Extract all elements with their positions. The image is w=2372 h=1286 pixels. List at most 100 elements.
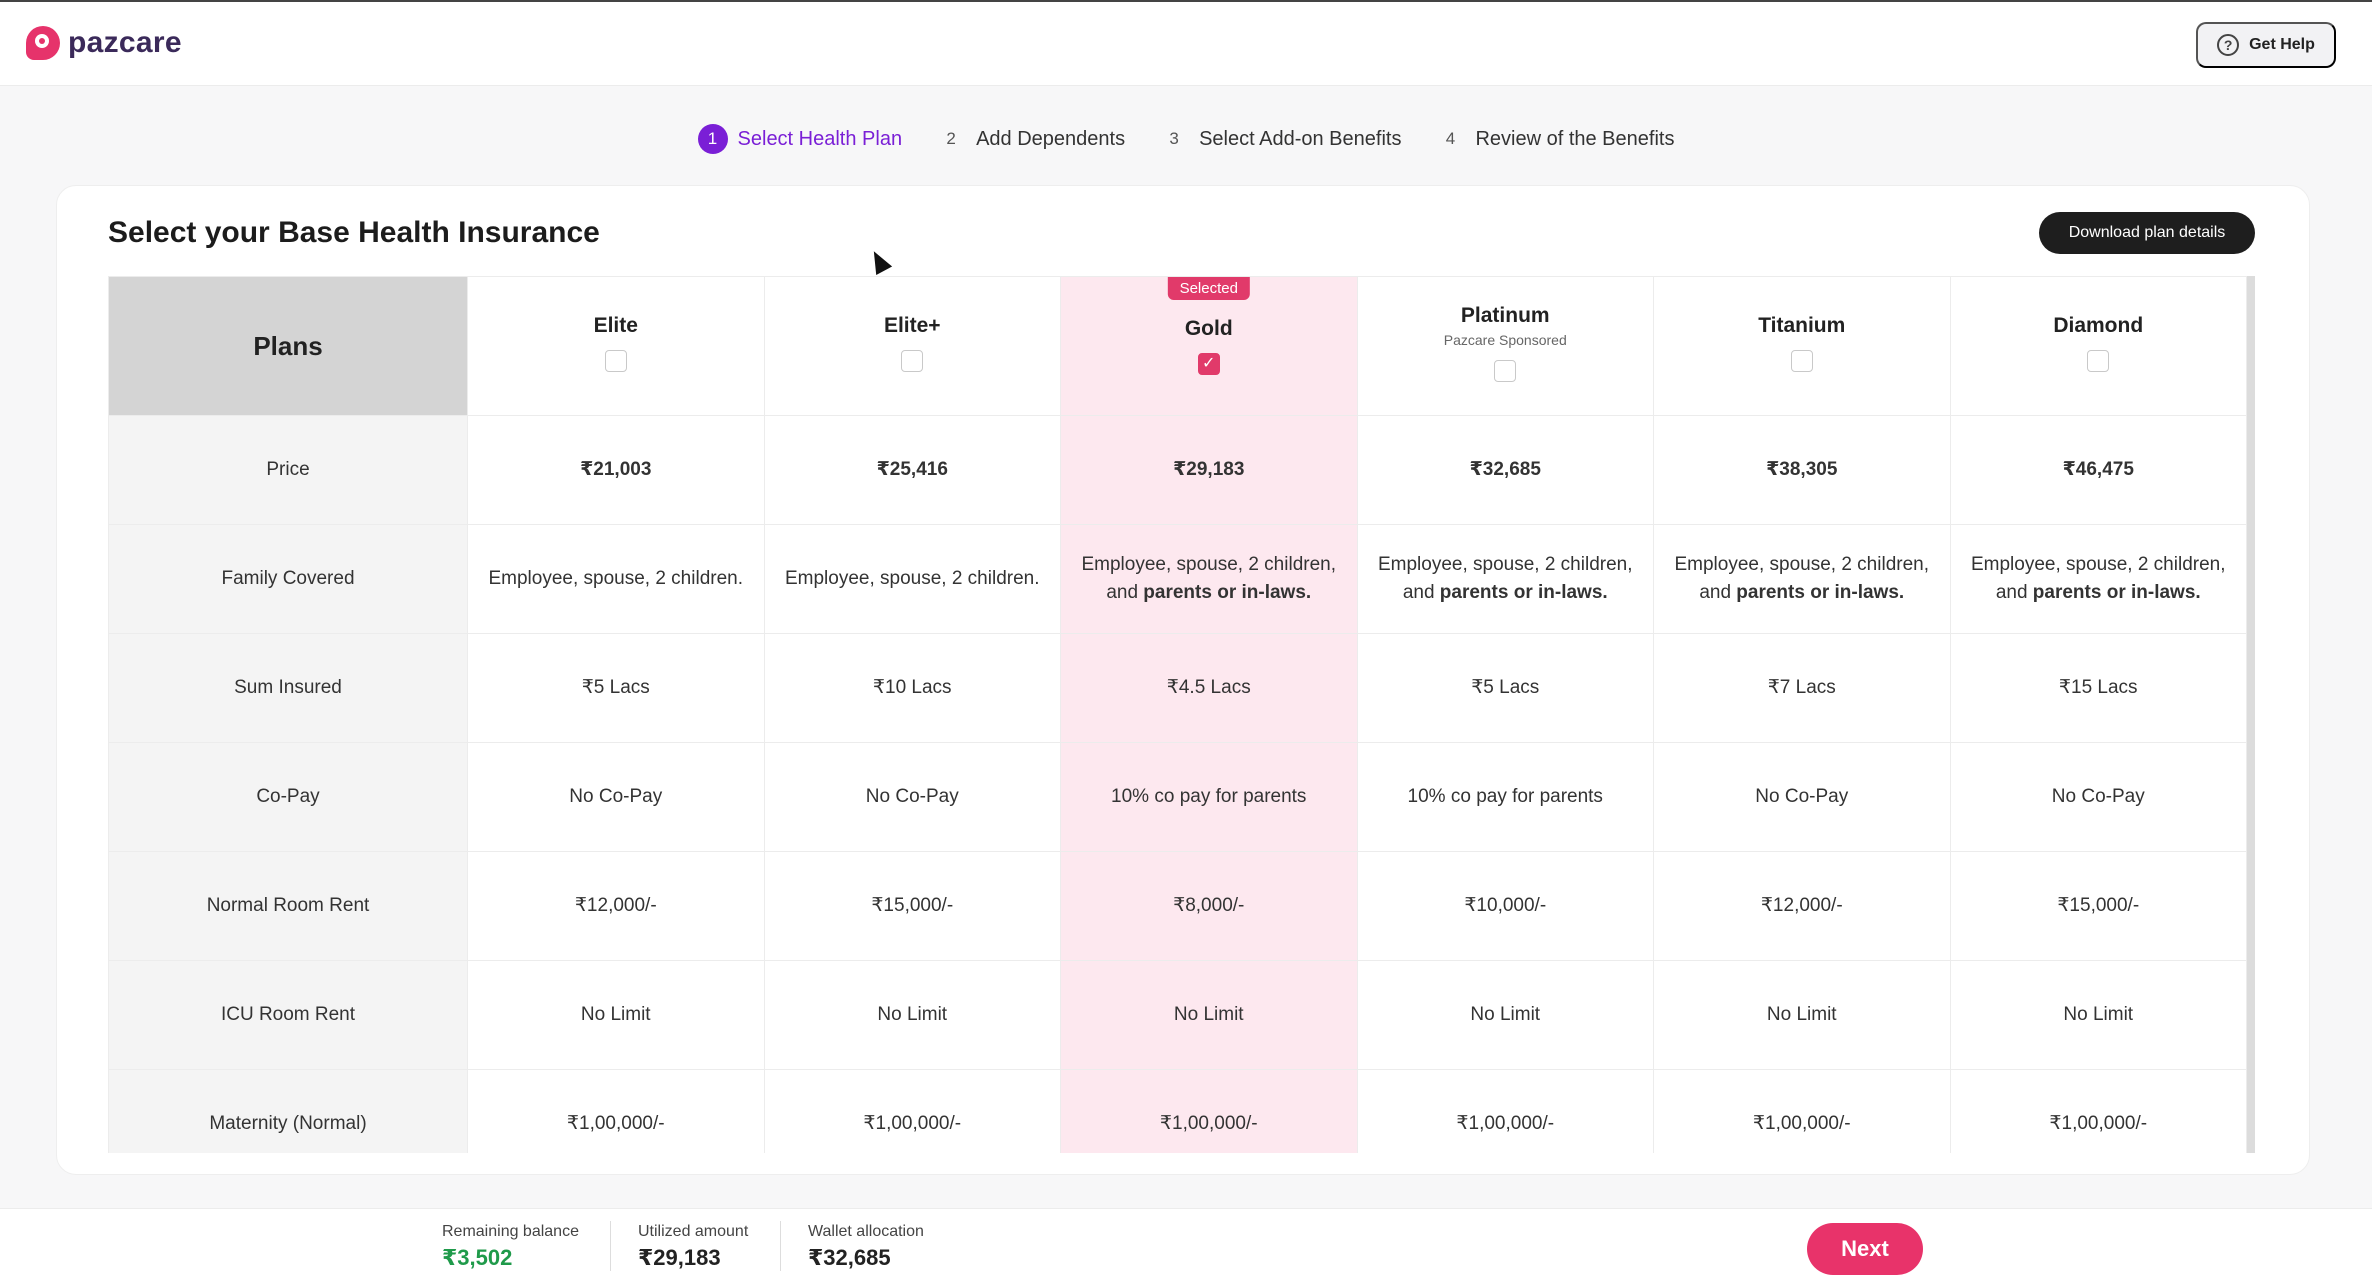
get-help-button[interactable]: ? Get Help bbox=[2196, 22, 2336, 68]
plan-comparison-table: Plans Elite Elite+ Selected Gold ✓ bbox=[108, 276, 2247, 1153]
family-bold-text: parents or in-laws. bbox=[2032, 582, 2201, 603]
table-header-row: Plans Elite Elite+ Selected Gold ✓ bbox=[108, 276, 2247, 416]
family-bold-text: parents or in-laws. bbox=[1736, 582, 1905, 603]
row-label: Price bbox=[108, 415, 468, 525]
utilized-amount-label: Utilized amount bbox=[638, 1223, 749, 1240]
table-cell: ₹10,000/- bbox=[1356, 851, 1654, 961]
table-cell: ₹1,00,000/- bbox=[1060, 1069, 1358, 1153]
row-label: Normal Room Rent bbox=[108, 851, 468, 961]
table-cell: ₹15 Lacs bbox=[1949, 633, 2247, 743]
table-cell: 10% co pay for parents bbox=[1060, 742, 1358, 852]
table-cell: 10% co pay for parents bbox=[1356, 742, 1654, 852]
table-cell: ₹15,000/- bbox=[763, 851, 1061, 961]
table-cell: ₹12,000/- bbox=[467, 851, 765, 961]
table-cell: Employee, spouse, 2 children, and parent… bbox=[1949, 524, 2247, 634]
plan-name: Diamond bbox=[2053, 314, 2144, 337]
table-row-sum-insured: Sum Insured ₹5 Lacs ₹10 Lacs ₹4.5 Lacs ₹… bbox=[108, 633, 2247, 743]
plan-checkbox-titanium[interactable] bbox=[1790, 350, 1813, 372]
plan-header-elite-plus[interactable]: Elite+ bbox=[763, 276, 1061, 416]
table-cell: ₹15,000/- bbox=[1949, 851, 2247, 961]
table-row-co-pay: Co-Pay No Co-Pay No Co-Pay 10% co pay fo… bbox=[108, 742, 2247, 852]
table-cell: No Limit bbox=[1060, 960, 1358, 1070]
help-circle-icon: ? bbox=[2217, 34, 2240, 56]
step-add-dependents[interactable]: 2 Add Dependents bbox=[936, 124, 1125, 154]
row-label: Sum Insured bbox=[108, 633, 468, 743]
plan-name: Elite bbox=[593, 314, 638, 337]
remaining-balance-value: ₹3,502 bbox=[442, 1245, 513, 1270]
table-cell: ₹5 Lacs bbox=[1356, 633, 1654, 743]
table-cell: ₹1,00,000/- bbox=[1356, 1069, 1654, 1153]
wallet-summary-bar: Remaining balance ₹3,502 Utilized amount… bbox=[0, 1208, 2372, 1286]
family-plain-text: Employee, spouse, 2 children. bbox=[488, 567, 744, 589]
plan-header-gold[interactable]: Selected Gold ✓ bbox=[1060, 276, 1358, 416]
table-cell: ₹38,305 bbox=[1653, 415, 1951, 525]
table-cell: No Limit bbox=[1949, 960, 2247, 1070]
table-cell: ₹12,000/- bbox=[1653, 851, 1951, 961]
plan-header-elite[interactable]: Elite bbox=[467, 276, 765, 416]
plan-name: Platinum bbox=[1460, 304, 1550, 327]
plan-name: Elite+ bbox=[883, 314, 941, 337]
family-plain-text: Employee, spouse, 2 children, and bbox=[1674, 553, 1930, 604]
brand-logo[interactable]: pazcare bbox=[26, 26, 182, 60]
wallet-allocation: Wallet allocation ₹32,685 bbox=[808, 1223, 924, 1271]
row-label: Maternity (Normal) bbox=[108, 1069, 468, 1153]
plan-checkbox-gold[interactable]: ✓ bbox=[1197, 353, 1220, 375]
row-label: Family Covered bbox=[108, 524, 468, 634]
plan-header-diamond[interactable]: Diamond bbox=[1949, 276, 2247, 416]
table-cell: No Co-Pay bbox=[763, 742, 1061, 852]
table-cell: ₹21,003 bbox=[467, 415, 765, 525]
table-cell: ₹1,00,000/- bbox=[1653, 1069, 1951, 1153]
divider bbox=[780, 1221, 781, 1271]
wallet-allocation-label: Wallet allocation bbox=[808, 1223, 924, 1240]
table-cell: ₹32,685 bbox=[1356, 415, 1654, 525]
get-help-label: Get Help bbox=[2249, 36, 2315, 53]
family-plain-text: Employee, spouse, 2 children. bbox=[784, 567, 1040, 589]
step-number: 1 bbox=[697, 124, 728, 154]
table-cell: ₹46,475 bbox=[1949, 415, 2247, 525]
remaining-balance-label: Remaining balance bbox=[442, 1223, 579, 1240]
plan-header-titanium[interactable]: Titanium bbox=[1653, 276, 1951, 416]
divider bbox=[610, 1221, 611, 1271]
plan-comparison-scroll[interactable]: Plans Elite Elite+ Selected Gold ✓ bbox=[108, 276, 2255, 1153]
top-bar: pazcare ? Get Help bbox=[0, 0, 2372, 86]
table-cell: ₹4.5 Lacs bbox=[1060, 633, 1358, 743]
step-select-health-plan[interactable]: 1 Select Health Plan bbox=[697, 124, 903, 154]
plan-sponsor-note: Pazcare Sponsored bbox=[1443, 332, 1567, 348]
plan-checkbox-elite[interactable] bbox=[604, 350, 627, 372]
table-row-price: Price ₹21,003 ₹25,416 ₹29,183 ₹32,685 ₹3… bbox=[108, 415, 2247, 525]
table-cell: ₹1,00,000/- bbox=[763, 1069, 1061, 1153]
family-plain-text: Employee, spouse, 2 children, and bbox=[1377, 553, 1633, 604]
step-review-benefits[interactable]: 4 Review of the Benefits bbox=[1435, 124, 1675, 154]
table-cell: ₹8,000/- bbox=[1060, 851, 1358, 961]
table-cell: No Limit bbox=[1356, 960, 1654, 1070]
step-label: Select Health Plan bbox=[737, 127, 903, 150]
plan-checkbox-diamond[interactable] bbox=[2087, 350, 2110, 372]
table-row-maternity-normal: Maternity (Normal) ₹1,00,000/- ₹1,00,000… bbox=[108, 1069, 2247, 1153]
progress-stepper: 1 Select Health Plan 2 Add Dependents 3 … bbox=[0, 124, 2372, 154]
step-select-addon-benefits[interactable]: 3 Select Add-on Benefits bbox=[1159, 124, 1401, 154]
table-cell: No Limit bbox=[763, 960, 1061, 1070]
plan-checkbox-elite-plus[interactable] bbox=[901, 350, 924, 372]
table-cell: Employee, spouse, 2 children, and parent… bbox=[1356, 524, 1654, 634]
brand-name: pazcare bbox=[68, 26, 182, 59]
step-number: 3 bbox=[1169, 129, 1179, 148]
plan-name: Gold bbox=[1184, 317, 1233, 340]
remaining-balance: Remaining balance ₹3,502 bbox=[442, 1223, 579, 1271]
plan-checkbox-platinum[interactable] bbox=[1494, 360, 1517, 382]
table-cell: ₹1,00,000/- bbox=[467, 1069, 765, 1153]
table-cell: No Limit bbox=[467, 960, 765, 1070]
download-plan-details-button[interactable]: Download plan details bbox=[2039, 212, 2255, 254]
step-label: Select Add-on Benefits bbox=[1199, 127, 1402, 150]
table-cell: ₹25,416 bbox=[763, 415, 1061, 525]
table-cell: No Co-Pay bbox=[1653, 742, 1951, 852]
table-cell: ₹1,00,000/- bbox=[1949, 1069, 2247, 1153]
next-button[interactable]: Next bbox=[1807, 1223, 1923, 1275]
row-label: Co-Pay bbox=[108, 742, 468, 852]
plan-header-platinum[interactable]: Platinum Pazcare Sponsored bbox=[1356, 276, 1654, 416]
utilized-amount-value: ₹29,183 bbox=[638, 1245, 721, 1270]
table-cell: ₹5 Lacs bbox=[467, 633, 765, 743]
table-cell: No Co-Pay bbox=[467, 742, 765, 852]
table-cell: ₹10 Lacs bbox=[763, 633, 1061, 743]
table-row-family-covered: Family Covered Employee, spouse, 2 child… bbox=[108, 524, 2247, 634]
table-cell: Employee, spouse, 2 children. bbox=[763, 524, 1061, 634]
